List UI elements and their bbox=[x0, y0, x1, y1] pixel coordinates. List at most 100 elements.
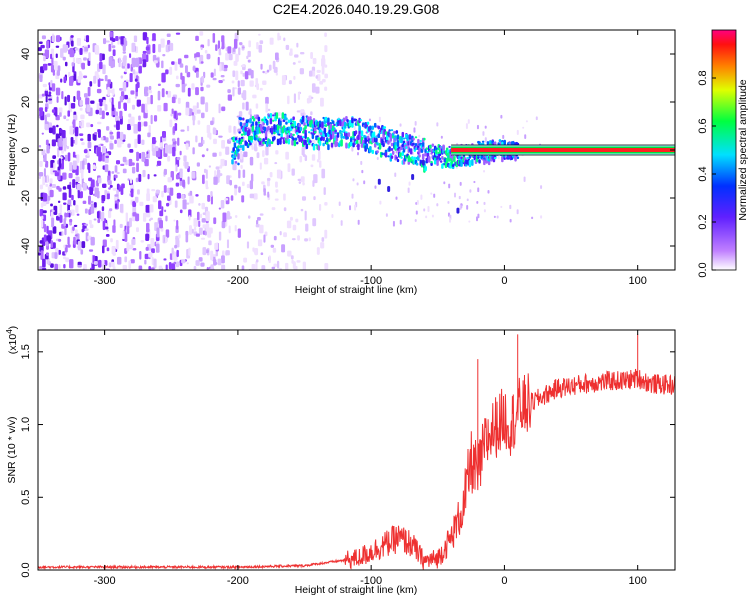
spectrogram-noise-cell bbox=[255, 260, 258, 270]
spectrogram-noise-cell bbox=[67, 110, 71, 117]
spectrogram-noise-cell bbox=[39, 160, 43, 167]
spectrogram-noise-cell bbox=[104, 164, 109, 173]
spectrogram-signal-cell bbox=[250, 136, 253, 141]
spectrogram-noise-cell bbox=[139, 250, 142, 260]
spectrogram-x-tick-label: -200 bbox=[227, 275, 249, 287]
spectrogram-noise-cell bbox=[351, 193, 354, 199]
spectrogram-noise-cell bbox=[232, 70, 236, 78]
spectrogram-signal-cell bbox=[294, 137, 298, 141]
spectrogram-noise-cell bbox=[144, 259, 147, 265]
spectrogram-noise-cell bbox=[102, 245, 105, 254]
spectrogram-noise-cell bbox=[60, 78, 63, 83]
spectrogram-signal-cell bbox=[270, 127, 274, 134]
spectrogram-noise-cell bbox=[202, 224, 206, 229]
spectrogram-noise-cell bbox=[271, 207, 276, 211]
spectrogram-noise-cell bbox=[81, 141, 85, 146]
spectrogram-noise-cell bbox=[254, 146, 258, 152]
spectrogram-signal-cell bbox=[377, 133, 381, 139]
spectrogram-y-tick-label: -40 bbox=[20, 238, 32, 254]
spectrogram-noise-cell bbox=[70, 136, 74, 147]
spectrogram-noise-cell bbox=[56, 185, 60, 190]
spectrogram-noise-cell bbox=[217, 258, 222, 266]
spectrogram-signal-cell bbox=[481, 140, 485, 143]
spectrogram-noise-cell bbox=[201, 75, 205, 83]
snr-scale-label: (x104) bbox=[5, 326, 19, 354]
spectrogram-noise-cell bbox=[299, 109, 304, 113]
spectrogram-noise-cell bbox=[283, 232, 287, 238]
spectrogram-noise-cell bbox=[118, 101, 121, 110]
spectrogram-noise-cell bbox=[77, 264, 82, 268]
spectrogram-noise-cell bbox=[322, 78, 326, 83]
spectrogram-noise-cell bbox=[315, 75, 318, 79]
spectrogram-noise-cell bbox=[52, 69, 55, 76]
spectrogram-signal-cell bbox=[378, 142, 382, 150]
spectrogram-noise-cell bbox=[69, 125, 74, 135]
spectrogram-noise-cell bbox=[80, 73, 83, 80]
spectrogram-signal-cell bbox=[272, 119, 275, 122]
spectrogram-signal-cell bbox=[401, 131, 405, 138]
spectrogram-noise-cell bbox=[111, 246, 116, 255]
spectrogram-noise-cell bbox=[127, 97, 131, 104]
spectrogram-noise-cell bbox=[297, 235, 300, 241]
spectrogram-signal-cell bbox=[304, 129, 307, 134]
spectrogram-noise-cell bbox=[112, 115, 116, 118]
spectrogram-noise-cell bbox=[204, 230, 207, 236]
snr-x-axis-label: Height of straight line (km) bbox=[295, 584, 418, 596]
spectrogram-noise-cell bbox=[269, 37, 274, 45]
spectrogram-noise-cell bbox=[299, 155, 303, 163]
spectrogram-noise-cell bbox=[127, 123, 131, 131]
spectrogram-noise-cell bbox=[523, 176, 526, 182]
spectrogram-noise-cell bbox=[356, 182, 359, 186]
spectrogram-noise-cell bbox=[469, 189, 472, 193]
spectrogram-noise-cell bbox=[203, 168, 207, 174]
spectrogram-signal-cell bbox=[373, 142, 377, 148]
spectrogram-noise-cell bbox=[115, 36, 119, 42]
spectrogram-noise-cell bbox=[483, 170, 486, 173]
spectrogram-signal-cell bbox=[298, 123, 301, 128]
spectrogram-noise-cell bbox=[175, 182, 180, 187]
spectrogram-noise-cell bbox=[80, 114, 85, 120]
spectrogram-noise-cell bbox=[266, 177, 271, 181]
spectrogram-noise-cell bbox=[109, 31, 113, 38]
spectrogram-noise-cell bbox=[133, 35, 138, 43]
spectrogram-noise-cell bbox=[81, 228, 85, 233]
spectrogram-noise-cell bbox=[353, 125, 356, 131]
spectrogram-noise-cell bbox=[162, 130, 166, 138]
spectrogram-signal-cell bbox=[411, 174, 415, 180]
spectrogram-signal-cell bbox=[311, 123, 315, 129]
spectrogram-noise-cell bbox=[200, 262, 205, 267]
spectrogram-noise-cell bbox=[255, 224, 260, 228]
spectrogram-noise-cell bbox=[237, 128, 242, 133]
spectrogram-noise-cell bbox=[57, 65, 61, 72]
spectrogram-noise-cell bbox=[212, 32, 216, 43]
spectrogram-noise-cell bbox=[202, 212, 206, 216]
spectrogram-noise-cell bbox=[288, 80, 292, 85]
spectrogram-noise-cell bbox=[259, 224, 264, 234]
spectrogram-noise-cell bbox=[104, 153, 109, 164]
spectrogram-noise-cell bbox=[152, 54, 157, 62]
spectrogram-signal-cell bbox=[351, 117, 354, 124]
spectrogram-noise-cell bbox=[142, 212, 147, 222]
spectrogram-noise-cell bbox=[201, 154, 205, 158]
spectrogram-noise-cell bbox=[290, 255, 294, 260]
spectrogram-noise-cell bbox=[467, 119, 470, 124]
spectrogram-noise-cell bbox=[177, 97, 181, 104]
spectrogram-noise-cell bbox=[67, 244, 71, 248]
spectrogram-noise-cell bbox=[138, 115, 141, 121]
carrier-band-core bbox=[451, 148, 675, 152]
spectrogram-noise-cell bbox=[176, 192, 181, 199]
figure-title: C2E4.2026.040.19.29.G08 bbox=[273, 1, 440, 17]
spectrogram-noise-cell bbox=[192, 66, 196, 71]
spectrogram-noise-cell bbox=[75, 176, 80, 183]
spectrogram-noise-cell bbox=[99, 101, 103, 107]
spectrogram-noise-cell bbox=[316, 247, 320, 255]
spectrogram-noise-cell bbox=[263, 157, 269, 165]
spectrogram-noise-cell bbox=[210, 264, 214, 270]
spectrogram-noise-cell bbox=[79, 48, 83, 56]
spectrogram-noise-cell bbox=[308, 70, 313, 77]
spectrogram-noise-cell bbox=[104, 74, 108, 82]
spectrogram-noise-cell bbox=[64, 212, 69, 218]
spectrogram-noise-cell bbox=[287, 163, 291, 173]
spectrogram-noise-cell bbox=[162, 54, 166, 57]
spectrogram-noise-cell bbox=[124, 232, 128, 242]
